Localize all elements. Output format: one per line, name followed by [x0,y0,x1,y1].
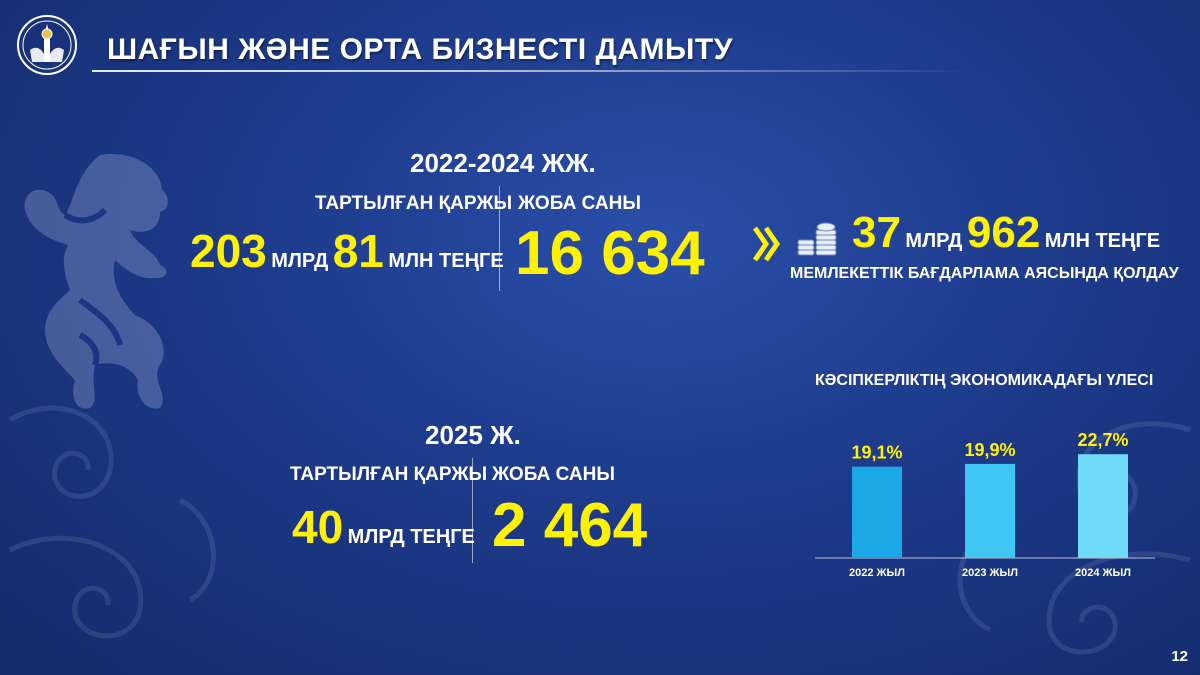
period2-divider [472,458,473,563]
period1-funds-label: ТАРТЫЛҒАН ҚАРЖЫ [315,193,513,214]
period1-divider [499,186,500,291]
chart-title: КӘСІПКЕРЛІКТІҢ ЭКОНОМИКАДАҒЫ ҮЛЕСІ [815,372,1154,389]
support-unit2: МЛН ТЕҢГЕ [1044,230,1161,252]
period2-title: 2025 Ж. [425,420,521,450]
period1-funds-unit2: МЛН ТЕҢГЕ [388,250,504,272]
chart-bar-2 [965,463,1015,558]
period2-funds-value: 40 МЛРД ТЕҢГЕ [292,500,475,554]
period1-title: 2022-2024 ЖЖ. [410,148,596,178]
period2-projects-label: ЖОБА САНЫ [492,464,615,485]
city-emblem-icon [17,15,77,75]
page-title: ШАҒЫН ЖӘНЕ ОРТА БИЗНЕСТІ ДАМЫТУ [107,33,733,66]
title-underline [92,70,972,72]
period1-funds-value: 203 МЛРД 81 МЛН ТЕҢГЕ [190,224,504,278]
chart-bar-3 [1078,454,1128,558]
period1-funds-num1: 203 [190,225,267,277]
support-caption: МЕМЛЕКЕТТІК БАҒДАРЛАМА АЯСЫНДА ҚОЛДАУ [790,265,1179,282]
page-number: 12 [1171,648,1188,665]
chart-category-label-2: 2023 ЖЫЛ [962,567,1018,579]
chart-value-label-2: 19,9% [964,440,1015,460]
chart-category-label-1: 2022 ЖЫЛ [849,567,905,579]
slide-header: ШАҒЫН ЖӘНЕ ОРТА БИЗНЕСТІ ДАМЫТУ [12,12,1200,78]
period1-projects-value: 16 634 [515,219,705,288]
period2-funds-unit: МЛРД ТЕҢГЕ [347,526,475,548]
chevron-right-icon [752,226,781,262]
support-num1: 37 [852,208,901,257]
period1-funds-num2: 81 [332,225,384,277]
period2-funds-label: ТАРТЫЛҒАН ҚАРЖЫ [290,464,488,485]
chart-value-label-1: 19,1% [851,443,902,463]
chart-category-label-3: 2024 ЖЫЛ [1075,567,1131,579]
ornament-left-icon [8,405,216,639]
period2-projects-value: 2 464 [492,491,648,560]
period1-projects-label: ЖОБА САНЫ [518,193,641,214]
support-num2: 962 [966,208,1041,257]
bar-chart: 19,1% 2022 ЖЫЛ 19,9% 2023 ЖЫЛ 22,7% 2024 ЖЫЛ [815,430,1155,579]
support-value: 37 МЛРД 962 МЛН ТЕҢГЕ [852,208,1160,258]
coins-icon [797,222,837,256]
chart-bar-1 [852,466,902,558]
chart-value-label-3: 22,7% [1077,430,1128,450]
period1-funds-unit1: МЛРД [271,250,329,272]
support-unit1: МЛРД [905,230,963,252]
period2-funds-num: 40 [292,501,344,553]
snow-leopard-ornament-icon [24,154,168,409]
